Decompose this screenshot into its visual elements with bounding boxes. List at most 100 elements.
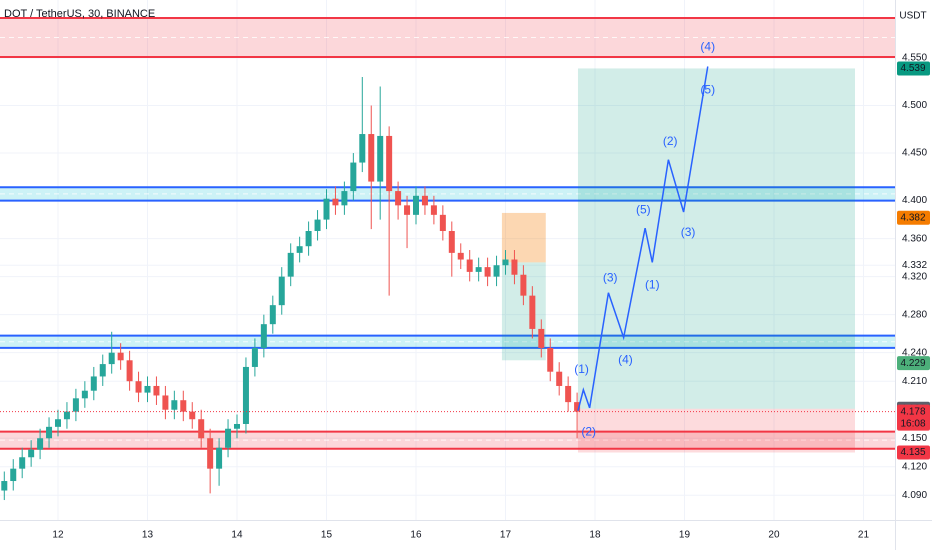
- price-badge-label: 4.229: [900, 358, 925, 369]
- candle-body: [10, 468, 17, 482]
- y-tick-label: 4.450: [902, 148, 927, 159]
- candle-body: [529, 295, 536, 329]
- candle-body: [242, 366, 249, 424]
- candle-body: [484, 267, 491, 277]
- candle-body: [332, 198, 339, 206]
- y-tick-label: 4.120: [902, 461, 927, 472]
- price-badge: [897, 404, 930, 431]
- x-tick-label: 12: [52, 530, 64, 541]
- y-tick-label: 4.500: [902, 100, 927, 111]
- candle-body: [260, 324, 267, 348]
- x-tick-label: 15: [321, 530, 333, 541]
- y-tick-label: 4.210: [902, 376, 927, 387]
- candle-body: [135, 381, 142, 393]
- candle-body: [72, 398, 79, 412]
- y-tick-label: 4.240: [902, 347, 927, 358]
- candle-body: [81, 390, 88, 399]
- wave-label: (2): [663, 134, 678, 148]
- candle-body: [278, 276, 285, 306]
- candle-body: [63, 411, 70, 420]
- candle-body: [153, 385, 160, 396]
- zone: [0, 431, 895, 449]
- price-badge-label: 4.135: [900, 447, 925, 458]
- candle-body: [144, 385, 151, 393]
- price-badge: [897, 356, 930, 371]
- y-tick-label: 4.550: [902, 53, 927, 64]
- wave-label: (1): [645, 277, 660, 291]
- candle-body: [126, 360, 133, 382]
- price-badge: [897, 210, 930, 225]
- candle-body: [233, 423, 240, 429]
- candle-body: [216, 447, 223, 469]
- currency: USDT: [899, 11, 926, 22]
- candle-body: [430, 205, 437, 215]
- wave-label: (5): [700, 82, 715, 96]
- wave-label: (3): [603, 271, 618, 285]
- candle-body: [368, 134, 375, 182]
- x-tick-label: 18: [589, 530, 601, 541]
- candle-body: [466, 259, 473, 272]
- candle-body: [28, 449, 35, 458]
- x-tick-label: 17: [500, 530, 512, 541]
- wave-line: [577, 66, 709, 411]
- candle-body: [421, 195, 428, 206]
- candle-body: [287, 252, 294, 277]
- plot: (1) (2) (3) (4) (5) (1) (2) (3) (4) (5): [0, 17, 895, 501]
- candle-body: [314, 219, 321, 232]
- candle-body: [475, 267, 482, 272]
- candle-body: [565, 385, 572, 403]
- y-tick-label: 4.280: [902, 309, 927, 320]
- candle-body: [207, 438, 214, 469]
- candle-body: [189, 411, 196, 420]
- candle-body: [251, 347, 258, 367]
- wave-label: (5): [636, 202, 651, 216]
- wave-label: (3): [681, 225, 696, 239]
- zone: [0, 335, 895, 348]
- candle-body: [412, 195, 419, 215]
- wave-label: (2): [581, 425, 596, 439]
- candle-body: [386, 135, 393, 192]
- candle-body: [511, 259, 518, 275]
- position-stop: [501, 212, 546, 263]
- wave-label: (1): [574, 362, 589, 376]
- x-tick-label: 16: [410, 530, 422, 541]
- wave-label: (4): [700, 40, 715, 54]
- candle-body: [296, 246, 303, 253]
- candle-body: [377, 135, 384, 182]
- position-target: [577, 68, 855, 409]
- y-tick-label: 4.150: [902, 433, 927, 444]
- price-badge: [897, 445, 930, 460]
- price-badge-time: 16:08: [900, 418, 925, 429]
- candle-body: [493, 265, 500, 277]
- wave-label: (4): [618, 352, 633, 366]
- candle-body: [350, 162, 357, 192]
- price-badge: [897, 61, 930, 76]
- candle-body: [520, 274, 527, 296]
- candle-body: [225, 428, 232, 448]
- candle-body: [162, 395, 169, 410]
- candle-body: [547, 347, 554, 372]
- y-tick-label: 4.090: [902, 490, 927, 501]
- candle-body: [305, 231, 312, 247]
- chart-title: DOT / TetherUS, 30, BINANCE: [4, 8, 155, 20]
- price-badge-label: 4.178: [900, 406, 925, 417]
- grid: [0, 0, 895, 520]
- x-tick-label: 21: [858, 530, 870, 541]
- candle-body: [341, 191, 348, 206]
- candle-body: [198, 419, 205, 439]
- candle-body: [171, 400, 178, 410]
- candle-body: [1, 481, 8, 491]
- x-tick-label: 20: [768, 530, 780, 541]
- zone: [0, 187, 895, 201]
- candle-body: [538, 328, 545, 348]
- candle-body: [108, 352, 115, 365]
- candle-body: [90, 376, 97, 391]
- candle-body: [502, 259, 509, 266]
- candle-body: [46, 426, 53, 439]
- candle-body: [117, 352, 124, 361]
- x-tick-label: 13: [142, 530, 154, 541]
- candle-body: [269, 305, 276, 325]
